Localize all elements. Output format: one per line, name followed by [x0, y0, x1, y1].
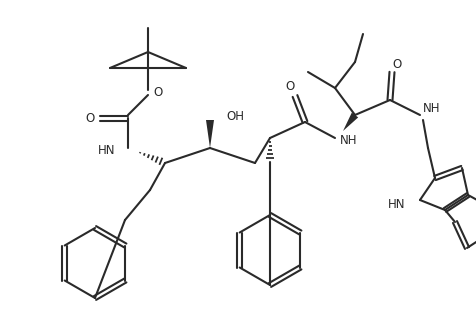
Text: O: O: [85, 112, 95, 124]
Text: O: O: [153, 86, 163, 99]
Polygon shape: [343, 113, 358, 131]
Text: HN: HN: [387, 198, 405, 211]
Text: OH: OH: [226, 110, 244, 123]
Text: NH: NH: [340, 134, 357, 147]
Text: O: O: [286, 81, 295, 94]
Polygon shape: [206, 120, 214, 148]
Text: O: O: [392, 58, 402, 71]
Text: HN: HN: [98, 145, 115, 157]
Text: NH: NH: [423, 103, 440, 115]
